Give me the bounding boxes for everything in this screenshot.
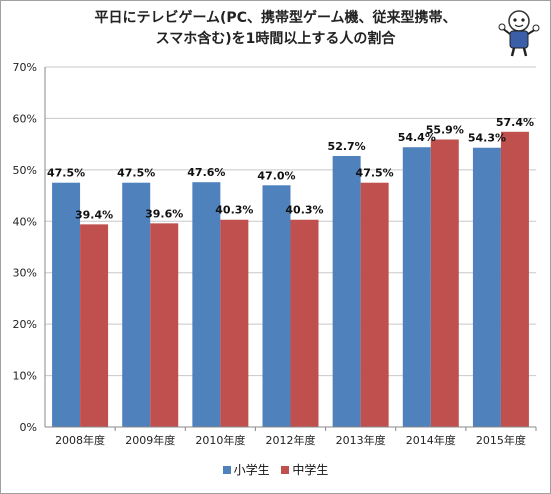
data-label: 54.3% (468, 132, 506, 145)
bar-elementary (122, 182, 151, 427)
data-label: 55.9% (426, 124, 464, 137)
legend-swatch-elementary (222, 466, 231, 474)
data-label: 47.0% (257, 169, 295, 182)
data-label: 39.6% (145, 207, 183, 220)
y-tick-label: 70% (13, 61, 37, 74)
bar-junior-high (220, 219, 249, 427)
data-label: 40.3% (215, 204, 253, 217)
bar-elementary (332, 155, 361, 427)
bar-junior-high (500, 131, 529, 428)
bars (52, 131, 529, 428)
x-tick-label: 2013年度 (336, 433, 386, 447)
x-axis: 2008年度 2009年度 2010年度 2012年度 2013年度 2014年度 2015… (45, 426, 537, 447)
y-tick-label: 10% (13, 370, 37, 383)
data-label: 47.5% (117, 167, 155, 180)
legend-label-junior-high: 中学生 (292, 463, 329, 477)
y-axis: 0% 10% 20% 30% 40% 50% 60% 70% (13, 61, 46, 434)
x-tick-label: 2012年度 (266, 433, 316, 447)
y-tick-label: 20% (13, 318, 37, 331)
data-labels: 47.5% 39.4% 47.5% 39.6% 47.6% 40.3% 47.0% 40.3%… (47, 116, 534, 222)
legend-item-junior-high: 中学生 (281, 461, 328, 478)
bar-junior-high (80, 224, 109, 427)
x-tick-label: 2009年度 (125, 433, 175, 447)
mascot-character-icon (498, 10, 540, 57)
bar-elementary (472, 147, 501, 427)
legend-item-elementary: 小学生 (222, 461, 270, 478)
chart-title-line-1: 平日にテレビゲーム(PC、携帯型ゲーム機、従来型携帯、 (94, 10, 457, 26)
legend-label-elementary: 小学生 (233, 463, 270, 477)
y-tick-label: 40% (13, 215, 37, 228)
bar-elementary (192, 182, 221, 427)
legend: 小学生 中学生 (0, 461, 551, 478)
data-label: 57.4% (496, 116, 534, 129)
y-tick-label: 0% (20, 421, 37, 434)
chart-title: 平日にテレビゲーム(PC、携帯型ゲーム機、従来型携帯、 スマホ含む)を1時間以上… (0, 8, 551, 50)
data-label: 54.4% (398, 131, 436, 144)
x-tick-label: 2014年度 (406, 433, 456, 447)
x-tick-label: 2015年度 (476, 433, 526, 447)
data-label: 52.7% (328, 140, 366, 153)
data-label: 47.5% (356, 167, 394, 180)
chart-title-line-2: スマホ含む)を1時間以上する人の割合 (155, 31, 396, 47)
x-tick-label: 2010年度 (195, 433, 245, 447)
bar-elementary (52, 182, 81, 427)
y-tick-label: 50% (13, 164, 37, 177)
bar-junior-high (290, 219, 319, 427)
data-label: 47.5% (47, 167, 85, 180)
bar-junior-high (360, 182, 389, 427)
x-tick-label: 2008年度 (55, 433, 105, 447)
data-label: 39.4% (75, 208, 113, 221)
legend-swatch-junior-high (281, 466, 290, 474)
bar-elementary (262, 185, 291, 427)
y-tick-label: 30% (13, 267, 37, 280)
y-tick-label: 60% (13, 112, 37, 125)
bar-junior-high (150, 223, 179, 427)
bar-elementary (402, 147, 431, 427)
bar-junior-high (430, 139, 459, 427)
data-label: 47.6% (187, 166, 225, 179)
data-label: 40.3% (285, 204, 323, 217)
